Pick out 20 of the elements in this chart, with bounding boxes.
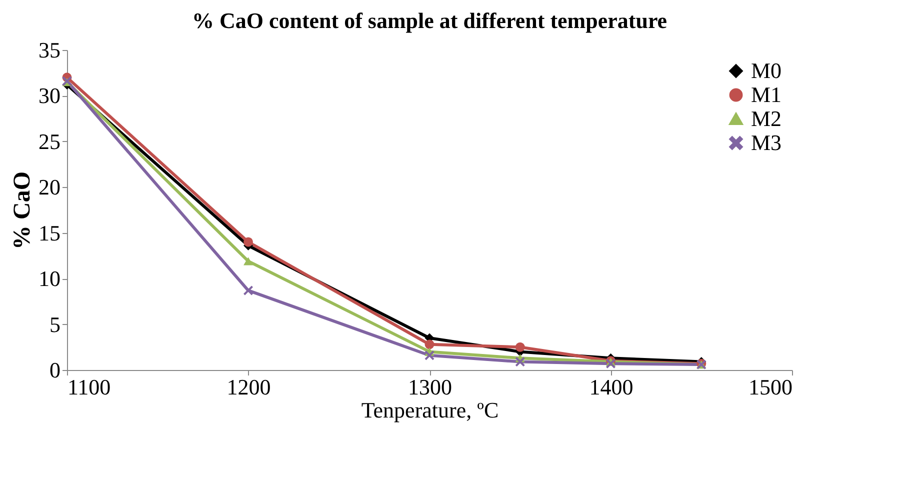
y-tick-label: 20 [38,174,60,200]
x-tick-label: 1100 [68,374,111,400]
y-tick-label: 35 [38,38,60,62]
x-axis-title: Tenperature, ºC [361,398,499,422]
y-tick-label: 30 [38,83,60,108]
y-axis-title: % CaO [10,172,36,250]
legend-label: M3 [751,130,782,155]
y-tick-label: 10 [38,266,60,292]
y-tick-label: 5 [50,312,60,337]
x-tick-label: 1400 [589,374,634,400]
legend-label: M0 [751,58,782,83]
y-tick-label: 25 [38,128,60,154]
legend-label: M1 [751,82,782,107]
chart-title: % CaO content of sample at different temperature [192,8,668,33]
x-tick-label: 1300 [408,374,452,400]
legend-label: M2 [751,106,782,131]
y-tick-label: 0 [50,358,60,382]
x-tick-label: 1500 [748,374,792,400]
y-tick-label: 15 [38,220,60,246]
x-tick-label: 1200 [226,374,271,400]
